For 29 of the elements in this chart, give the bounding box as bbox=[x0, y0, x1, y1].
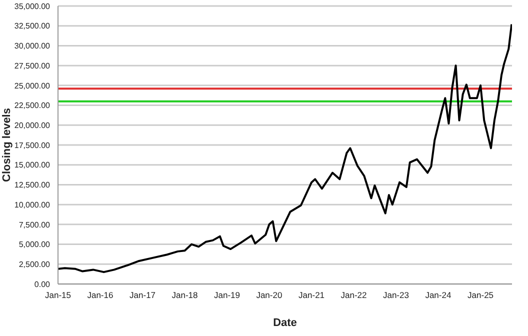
y-tick-label: 30,000.00 bbox=[14, 42, 51, 51]
line-series bbox=[58, 23, 512, 274]
x-axis-title: Date bbox=[273, 317, 297, 329]
x-tick-label: Jan-18 bbox=[172, 290, 198, 300]
y-tick-label: 35,000.00 bbox=[14, 2, 51, 11]
y-tick-label: 12,500.00 bbox=[14, 180, 51, 190]
y-tick-label: 22,500.00 bbox=[14, 101, 51, 110]
x-tick-label: Jan-23 bbox=[382, 290, 410, 300]
y-tick-label: 20,000.00 bbox=[14, 120, 51, 130]
y-tick-label: 32,500.00 bbox=[14, 22, 51, 31]
y-tick-label: 7,500.00 bbox=[18, 220, 51, 230]
x-tick-label: Jan-20 bbox=[256, 290, 282, 300]
y-axis-title: Closing levels bbox=[0, 108, 13, 182]
y-tick-label: 15,000.00 bbox=[14, 160, 51, 170]
x-tick-label: Jan-21 bbox=[298, 290, 325, 300]
y-tick-label: 2,500.00 bbox=[18, 260, 51, 269]
y-tick-label: 0.00 bbox=[34, 280, 51, 289]
y-tick-label: 5,000.00 bbox=[18, 240, 51, 250]
x-tick-label: Jan-19 bbox=[214, 290, 240, 300]
y-tick-label: 27,500.00 bbox=[14, 61, 51, 70]
y-tick-label: 25,000.00 bbox=[14, 81, 51, 90]
y-tick-label: 10,000.00 bbox=[14, 200, 51, 210]
x-tick-label: Jan-24 bbox=[425, 290, 452, 300]
y-tick-label: 17,500.00 bbox=[14, 140, 51, 150]
x-tick-label: Jan-16 bbox=[87, 290, 114, 300]
x-tick-label: Jan-22 bbox=[340, 290, 368, 300]
x-tick-label: Jan-25 bbox=[468, 290, 494, 300]
x-tick-label: Jan-15 bbox=[45, 290, 72, 300]
x-tick-label: Jan-17 bbox=[130, 290, 156, 300]
